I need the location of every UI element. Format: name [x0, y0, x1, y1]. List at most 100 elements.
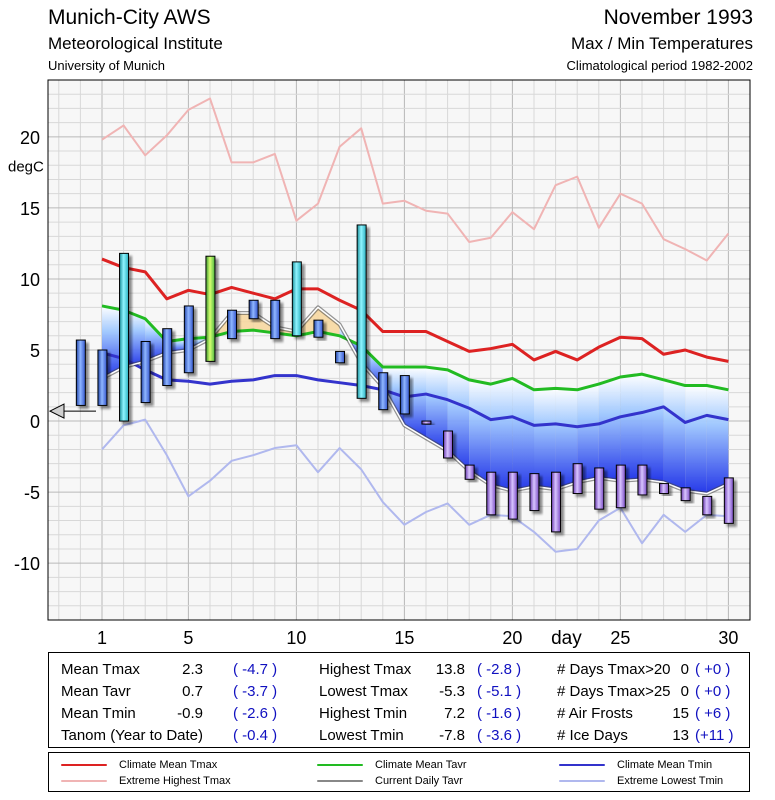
- anomaly-band: [642, 374, 664, 483]
- legend-label: Climate Mean Tmax: [119, 759, 218, 771]
- anomaly-band: [534, 388, 556, 490]
- stat-value: 7.2: [444, 705, 465, 722]
- stat-anomaly: ( +0 ): [695, 683, 731, 700]
- tmax-tmin-bar: [572, 463, 583, 495]
- stat-label: Mean Tmax: [61, 661, 140, 678]
- x-tick-label: 30: [718, 628, 738, 648]
- x-tick-label: 15: [394, 628, 414, 648]
- series-line-climate-mean-tmin: [101, 351, 729, 429]
- tmax-tmin-bar: [486, 471, 497, 516]
- stat-anomaly: ( -2.6 ): [233, 705, 278, 722]
- anomaly-band: [706, 385, 729, 494]
- station-title: Munich-City AWS: [48, 6, 211, 29]
- stat-anomaly: (+11 ): [695, 727, 734, 744]
- chart-title: Max / Min Temperatures: [570, 34, 753, 53]
- tmax-tmin-bar: [205, 255, 216, 362]
- y-tick-label: -5: [24, 483, 40, 503]
- stat-anomaly: ( +0 ): [695, 661, 731, 678]
- tmax-tmin-bar: [637, 464, 648, 496]
- legend-swatch: [317, 780, 363, 782]
- legend-label: Climate Mean Tavr: [375, 759, 467, 771]
- stat-label: Highest Tmin: [319, 705, 408, 722]
- legend-swatch: [61, 764, 107, 766]
- stat-anomaly: ( -2.8 ): [477, 661, 522, 678]
- anomaly-band: [490, 378, 513, 491]
- stat-value: 13: [672, 727, 689, 744]
- x-tick-label: 10: [286, 628, 306, 648]
- stat-value: 0: [680, 683, 689, 700]
- stat-anomaly: ( -0.4 ): [233, 727, 278, 744]
- tmax-tmin-bar: [723, 477, 734, 524]
- tmax-tmin-bar: [378, 372, 389, 411]
- anomaly-band: [577, 384, 599, 483]
- anomaly-band: [663, 379, 686, 491]
- stat-label: Highest Tmax: [319, 661, 412, 678]
- stat-anomaly: ( -1.6 ): [477, 705, 522, 722]
- y-tick-label: 20: [20, 128, 40, 148]
- stat-value: 0: [680, 661, 689, 678]
- tanom-arrow-head: [48, 403, 65, 419]
- stat-label: # Air Frosts: [557, 705, 633, 722]
- stat-value: 2.3: [182, 661, 203, 678]
- stat-anomaly: ( -3.7 ): [233, 683, 278, 700]
- x-tick-label: 5: [183, 628, 193, 648]
- legend-swatch: [559, 764, 605, 766]
- y-tick-label: 15: [20, 199, 40, 219]
- x-tick-label: 25: [610, 628, 630, 648]
- tmax-tmin-bar: [97, 349, 108, 406]
- stat-label: Lowest Tmin: [319, 727, 404, 744]
- anomaly-band: [469, 379, 491, 485]
- tmax-tmin-bar: [75, 339, 86, 406]
- tmax-tmin-bar: [183, 305, 194, 374]
- legend-label: Extreme Lowest Tmin: [617, 775, 724, 787]
- stat-value: -5.3: [439, 683, 465, 700]
- stat-anomaly: ( +6 ): [695, 705, 731, 722]
- y-tick-label: 5: [30, 341, 40, 361]
- institute-title: Meteorological Institute: [48, 34, 223, 53]
- climate-period: Climatological period 1982-2002: [566, 58, 753, 73]
- tmax-tmin-bar: [119, 252, 130, 422]
- tmax-tmin-bar: [227, 309, 238, 340]
- legend-swatch: [559, 780, 605, 782]
- anomaly-band: [620, 374, 642, 481]
- legend-swatch: [317, 764, 363, 766]
- university-title: University of Munich: [48, 58, 166, 73]
- legend: Climate Mean Tmax Extreme Highest Tmax C…: [48, 752, 750, 792]
- stat-label: # Days Tmax>25: [557, 683, 671, 700]
- x-tick-label: 20: [502, 628, 522, 648]
- legend-swatch: [61, 780, 107, 782]
- y-tick-label: 10: [20, 270, 40, 290]
- tmax-tmin-bar: [421, 420, 432, 425]
- tmax-tmin-bar: [507, 471, 518, 520]
- stat-anomaly: ( -5.1 ): [477, 683, 522, 700]
- stat-anomaly: ( -3.6 ): [477, 727, 522, 744]
- anomaly-band: [426, 367, 448, 451]
- anomaly-band: [512, 378, 534, 491]
- plot-border: [47, 79, 751, 621]
- tmax-tmin-bar: [313, 319, 324, 338]
- y-axis-label: degC: [8, 158, 44, 175]
- tmax-tmin-bar: [464, 464, 475, 480]
- stat-label: Mean Tmin: [61, 705, 136, 722]
- stat-label: Lowest Tmax: [319, 683, 408, 700]
- y-tick-label: -10: [14, 554, 40, 574]
- tmax-tmin-bar: [680, 487, 691, 502]
- tmax-tmin-bar: [356, 224, 367, 399]
- tmax-tmin-bar: [270, 299, 281, 340]
- legend-label: Current Daily Tavr: [375, 775, 463, 787]
- legend-label: Climate Mean Tmin: [617, 759, 713, 771]
- y-tick-label: 0: [30, 412, 40, 432]
- legend-label: Extreme Highest Tmax: [119, 775, 231, 787]
- tmax-tmin-bar: [659, 483, 670, 495]
- stat-value: 15: [672, 705, 689, 722]
- series-line-extreme-lowest-tmin: [101, 418, 729, 553]
- tmax-tmin-bar: [335, 350, 346, 364]
- tmax-tmin-bar: [162, 328, 173, 387]
- tmax-tmin-bar: [443, 430, 454, 459]
- stat-value: 13.8: [435, 661, 465, 678]
- tmax-tmin-bar: [615, 464, 626, 509]
- stat-value: -0.9: [177, 705, 203, 722]
- anomaly-band: [555, 388, 578, 490]
- tmax-tmin-bar: [140, 340, 151, 404]
